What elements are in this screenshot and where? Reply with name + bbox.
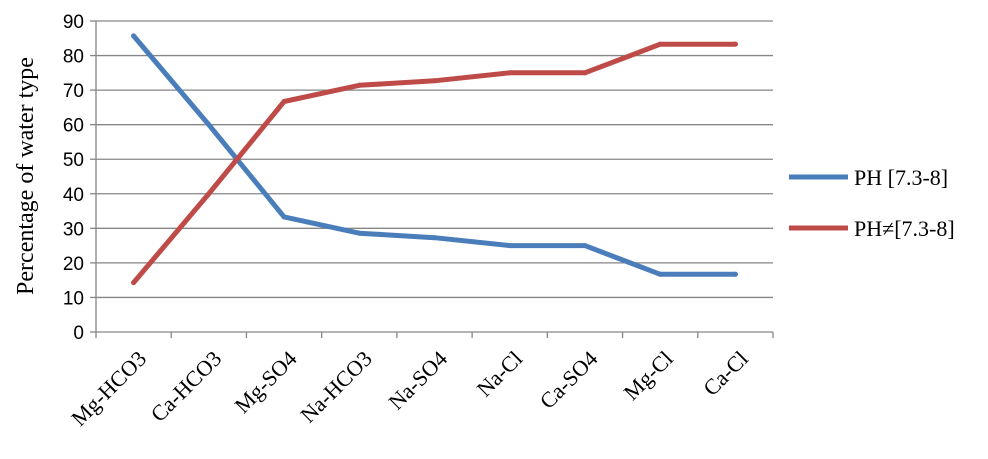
series-layer [131, 33, 738, 286]
legend-label: PH [7.3-8] [854, 165, 948, 190]
data-point [206, 122, 212, 128]
x-tick-label: Ca-Cl [698, 346, 753, 401]
data-point [657, 271, 663, 277]
y-tick-label: 50 [63, 150, 84, 171]
legend: PH [7.3-8] PH≠[7.3-8] [789, 165, 955, 241]
data-point [507, 70, 513, 76]
y-tick-label: 40 [63, 185, 84, 206]
data-point [582, 70, 588, 76]
y-tick-label: 20 [63, 254, 84, 275]
y-tick-label: 90 [63, 12, 84, 33]
data-point [432, 78, 437, 84]
y-axis-ticks: 0 10 20 30 40 50 60 70 80 90 [63, 12, 84, 344]
data-point [131, 33, 137, 39]
data-point [657, 41, 663, 47]
y-tick-label: 10 [63, 288, 84, 309]
x-tick-label: Ca-SO4 [535, 346, 603, 414]
data-point [206, 191, 212, 197]
data-point [507, 243, 513, 249]
x-tick-label: Mg-SO4 [229, 346, 301, 418]
data-point [356, 230, 362, 236]
y-tick-label: 70 [63, 81, 84, 102]
data-point [356, 82, 362, 88]
y-tick-label: 30 [63, 219, 84, 240]
y-axis-title: Percentage of water type [13, 57, 39, 295]
x-tick-label: Mg-HCO3 [66, 346, 151, 431]
y-tick-label: 0 [73, 323, 84, 344]
data-point [281, 99, 287, 105]
x-tick-label: Na-SO4 [383, 346, 452, 415]
x-tick-label: Ca-HCO3 [146, 346, 227, 427]
x-tick-label: Na-Cl [472, 346, 528, 402]
y-tick-label: 60 [63, 116, 84, 137]
gridlines [90, 20, 774, 338]
x-tick-label: Na-HCO3 [295, 346, 377, 428]
legend-label: PH≠[7.3-8] [854, 216, 955, 241]
data-point [732, 41, 738, 47]
data-point [582, 243, 588, 249]
data-point [432, 235, 437, 241]
y-tick-label: 80 [63, 47, 84, 68]
x-tick-label: Mg-Cl [619, 346, 678, 405]
data-point [281, 214, 287, 220]
data-point [131, 280, 137, 286]
data-point [732, 271, 738, 277]
